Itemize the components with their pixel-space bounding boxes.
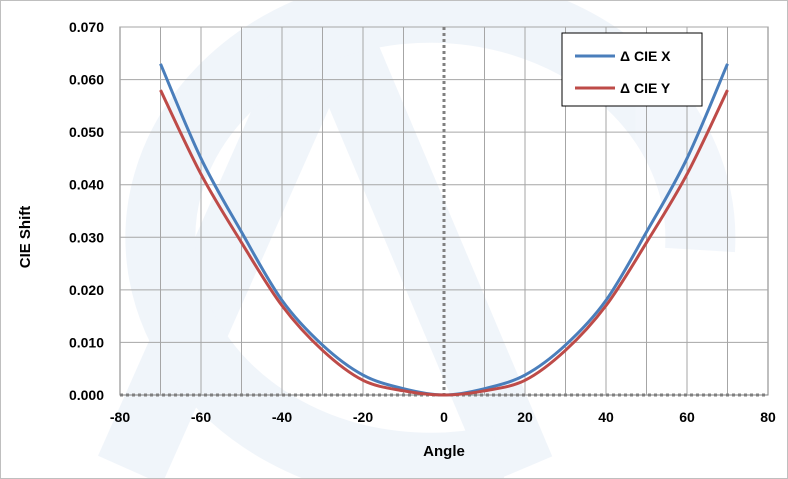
y-tick-label: 0.030 [69,229,104,245]
y-tick-label: 0.060 [69,72,104,88]
y-tick-label: 0.070 [69,19,104,35]
y-tick-label: 0.010 [69,334,104,350]
x-tick-label: -20 [353,409,373,425]
x-axis-title: Angle [423,443,465,460]
legend-box [561,32,703,107]
y-tick-label: 0.000 [69,387,104,403]
x-tick-label: -80 [110,409,130,425]
legend-label-x: Δ CIE X [620,48,671,64]
series-line-1 [159,89,729,397]
legend: Δ CIE X Δ CIE Y [561,32,703,107]
x-tick-label: 20 [517,409,533,425]
y-tick-label: 0.050 [69,124,104,140]
y-tick-label: 0.040 [69,177,104,193]
y-tick-label: 0.020 [69,282,104,298]
x-tick-label: 80 [760,409,776,425]
legend-label-y: Δ CIE Y [620,80,671,96]
x-tick-label: -40 [272,409,292,425]
x-tick-label: 60 [679,409,695,425]
x-tick-label: 40 [598,409,614,425]
x-tick-label: 0 [440,409,448,425]
x-tick-label: -60 [191,409,211,425]
y-axis-title: CIE Shift [17,206,34,269]
